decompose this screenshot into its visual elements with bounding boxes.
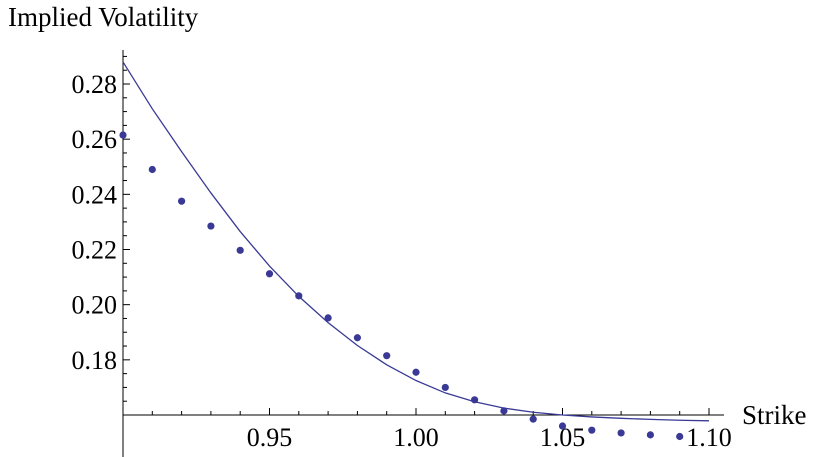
data-point <box>119 131 127 139</box>
series-layer <box>119 61 710 441</box>
x-tick-label: 1.10 <box>686 423 732 452</box>
data-point <box>236 246 244 254</box>
x-tick-label: 0.95 <box>247 423 293 452</box>
y-tick-label: 0.20 <box>72 291 118 320</box>
data-point <box>500 407 508 415</box>
y-tick-label: 0.24 <box>72 180 118 209</box>
data-point <box>441 383 449 392</box>
data-point <box>207 222 215 230</box>
data-point <box>265 270 274 278</box>
y-tick-label: 0.26 <box>72 125 118 154</box>
y-tick-label: 0.18 <box>72 346 118 375</box>
data-point <box>646 431 655 439</box>
data-point <box>676 432 684 441</box>
data-point <box>148 165 156 174</box>
x-tick-label: 1.00 <box>393 423 439 452</box>
data-point <box>324 314 332 322</box>
data-point <box>558 422 567 430</box>
axes: 0.180.200.220.240.260.280.95 1.00 1.05 1.10 <box>72 50 732 457</box>
data-point <box>617 429 625 437</box>
y-tick-label: 0.28 <box>72 70 118 99</box>
data-point <box>412 368 420 376</box>
data-point <box>383 352 391 360</box>
x-axis-title: Strike <box>742 400 807 430</box>
data-point <box>588 426 596 434</box>
y-tick-label: 0.22 <box>72 236 118 265</box>
data-point <box>529 415 537 423</box>
data-point <box>353 334 361 342</box>
data-point <box>178 197 186 205</box>
y-axis-title: Implied Volatility <box>8 2 199 32</box>
fitted-curve <box>122 61 710 422</box>
